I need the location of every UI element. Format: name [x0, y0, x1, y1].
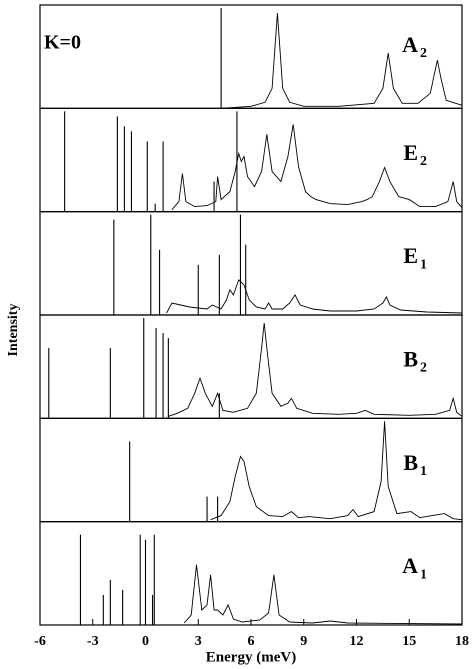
spectrum-line — [221, 12, 463, 109]
panel-label: E — [403, 140, 418, 165]
x-tick-label: 0 — [142, 634, 149, 649]
spectrum-line — [183, 564, 463, 625]
panel-label-subscript: 2 — [420, 361, 427, 376]
x-axis-label: Energy (meV) — [206, 649, 296, 665]
panel-label: B — [403, 450, 418, 475]
spectrum-line — [171, 124, 463, 210]
spectrum-line — [168, 322, 463, 417]
x-tick-label: 3 — [195, 634, 202, 649]
x-tick-label: 15 — [402, 634, 416, 649]
spectrum-line — [210, 421, 463, 521]
annotation: K=0 — [44, 32, 81, 54]
x-tick-label: 12 — [350, 634, 364, 649]
panel-label-subscript: 2 — [420, 154, 427, 169]
spectrum-line — [166, 279, 463, 314]
panel-label-subscript: 1 — [420, 464, 427, 479]
panel-frame — [39, 4, 463, 109]
panel-label: A — [402, 32, 418, 57]
panel-label-subscript: 1 — [420, 567, 427, 582]
x-tick-label: -6 — [34, 634, 46, 649]
x-tick-label: 9 — [300, 634, 307, 649]
x-tick-label: -3 — [87, 634, 99, 649]
panel-label: B — [403, 347, 418, 372]
x-tick-label: 18 — [455, 634, 469, 649]
x-tick-label: 6 — [248, 634, 255, 649]
panel-label: A — [402, 553, 418, 578]
panel-label: E — [403, 243, 418, 268]
panel-label-subscript: 1 — [420, 257, 427, 272]
y-axis-label: Intensity — [6, 304, 21, 357]
panel-frame — [39, 211, 463, 316]
panel-frame — [39, 417, 463, 523]
panel-label-subscript: 2 — [420, 46, 427, 61]
